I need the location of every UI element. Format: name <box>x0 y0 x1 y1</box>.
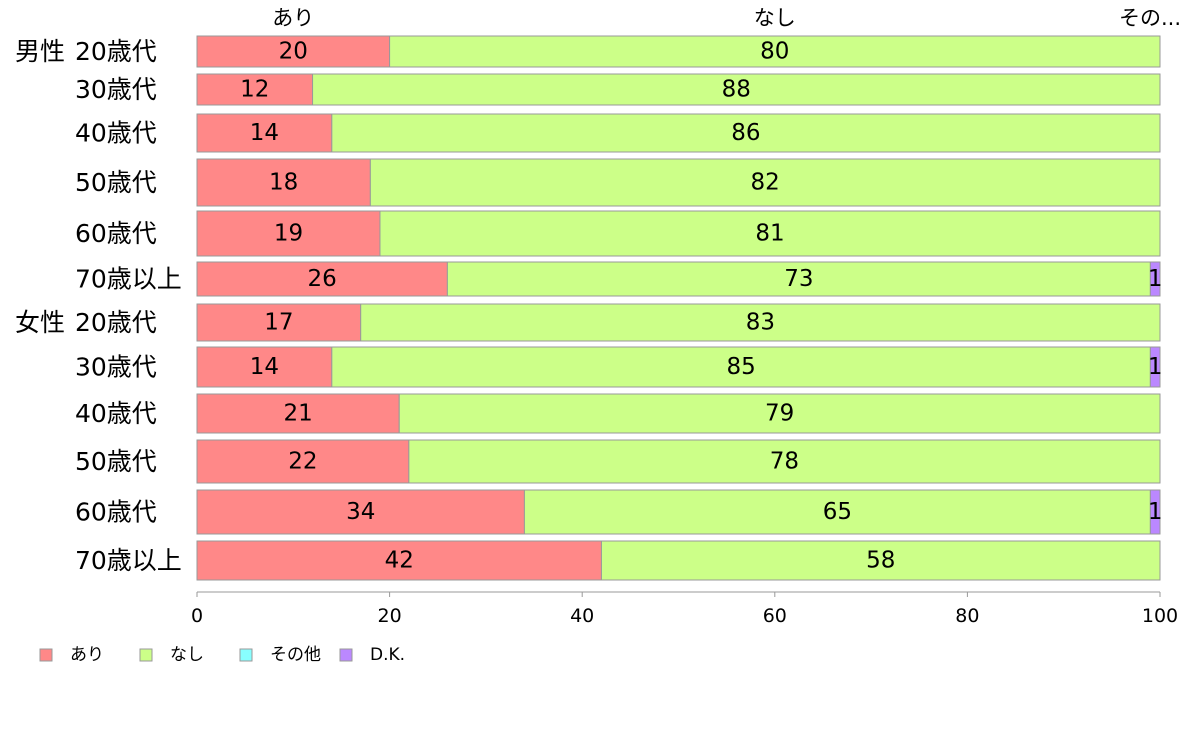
row-label: 70歳以上 <box>75 265 182 294</box>
bar-segment <box>196 393 400 434</box>
row-label: 50歳代 <box>75 447 157 476</box>
bar-segment <box>312 73 1161 106</box>
legend-swatch <box>339 648 353 662</box>
bar-segment <box>196 540 602 581</box>
data-label: 14 <box>250 120 279 146</box>
group-label: 男性 <box>15 37 65 66</box>
x-tick-label: 40 <box>570 605 594 627</box>
data-label: 85 <box>726 354 755 380</box>
data-label: 1 <box>1148 354 1163 380</box>
data-label: 80 <box>760 39 789 65</box>
data-label: 78 <box>770 449 799 475</box>
bar-segment <box>196 113 333 153</box>
data-label: 42 <box>385 548 414 574</box>
row-label: 70歳以上 <box>75 546 182 575</box>
bar-segment <box>1149 489 1161 535</box>
row-label: 20歳代 <box>75 37 157 66</box>
legend: あり なし その他 D.K. <box>39 645 405 665</box>
row-label: 50歳代 <box>75 168 157 197</box>
data-label: 22 <box>288 449 317 475</box>
data-label: 81 <box>755 221 784 247</box>
legend-label: D.K. <box>370 645 405 665</box>
top-series-labels: あり なし その... <box>272 6 1181 30</box>
legend-swatch <box>39 648 53 662</box>
bar-segment <box>196 439 410 484</box>
legend-swatch <box>239 648 253 662</box>
data-label: 12 <box>240 77 269 103</box>
legend-label: あり <box>70 645 104 665</box>
bar-segment <box>196 35 391 68</box>
legend-label: なし <box>170 645 204 665</box>
bar-segment <box>196 346 333 388</box>
bar-segment <box>369 158 1161 207</box>
data-label: 17 <box>264 310 293 336</box>
data-label: 82 <box>751 170 780 196</box>
data-label: 21 <box>283 401 312 427</box>
top-series-label: あり <box>272 6 314 30</box>
bar-segment <box>1149 261 1161 297</box>
bar-segment <box>196 158 371 207</box>
legend-swatch <box>139 648 153 662</box>
data-label: 73 <box>784 266 813 292</box>
x-tick-label: 60 <box>763 605 787 627</box>
top-series-label: なし <box>754 6 796 30</box>
bar-segment <box>196 73 314 106</box>
data-label: 88 <box>722 77 751 103</box>
top-series-label: その... <box>1119 6 1181 30</box>
data-label: 26 <box>308 266 337 292</box>
x-axis: 0 20 40 60 80 100 <box>191 591 1178 627</box>
row-label: 40歳代 <box>75 119 157 148</box>
bar-segment <box>1149 346 1161 388</box>
data-label: 18 <box>269 170 298 196</box>
row-label: 60歳代 <box>75 219 157 248</box>
data-label: 20 <box>279 39 308 65</box>
legend-label: その他 <box>270 645 321 665</box>
row-label: 40歳代 <box>75 399 157 428</box>
data-label: 86 <box>731 120 760 146</box>
data-label: 34 <box>346 499 375 525</box>
data-label: 65 <box>823 499 852 525</box>
bar-segment <box>196 303 362 342</box>
data-label: 1 <box>1148 266 1163 292</box>
data-label: 14 <box>250 354 279 380</box>
bar-segment <box>446 261 1151 297</box>
data-label: 79 <box>765 401 794 427</box>
row-label: 60歳代 <box>75 498 157 527</box>
data-label: 1 <box>1148 499 1163 525</box>
data-label: 83 <box>746 310 775 336</box>
bar-segment <box>523 489 1151 535</box>
x-tick-label: 20 <box>378 605 402 627</box>
row-labels: 20歳代 30歳代 40歳代 50歳代 60歳代 70歳以上 20歳代 30歳代 40歳代 50歳… <box>15 37 182 575</box>
x-tick-label: 0 <box>191 605 203 627</box>
bar-segment <box>331 113 1161 153</box>
data-label: 58 <box>866 548 895 574</box>
group-label: 女性 <box>15 308 65 337</box>
data-label: 19 <box>274 221 303 247</box>
row-label: 20歳代 <box>75 308 157 337</box>
bar-segment <box>379 210 1161 257</box>
bar-segment <box>389 35 1161 68</box>
row-label: 30歳代 <box>75 353 157 382</box>
x-tick-label: 80 <box>955 605 979 627</box>
bar-segment <box>360 303 1161 342</box>
row-label: 30歳代 <box>75 75 157 104</box>
bar-segment <box>398 393 1161 434</box>
x-tick-label: 100 <box>1142 605 1178 627</box>
bar-segment <box>408 439 1161 484</box>
bar-segment <box>600 540 1161 581</box>
bar-segment <box>196 210 381 257</box>
bars: 20 80 12 88 14 86 18 82 19 81 26 73 1 17 83 14 85 1 21 79 22… <box>196 35 1163 581</box>
